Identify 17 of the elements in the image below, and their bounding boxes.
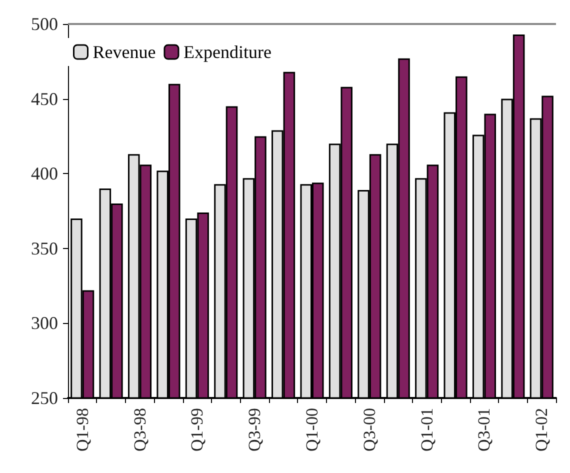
y-tick-label: 450 <box>31 88 58 109</box>
x-tick-label: Q3-00 <box>360 408 379 452</box>
y-tick-label: 250 <box>31 388 58 408</box>
legend-label: Expenditure <box>183 42 272 62</box>
x-tick-label: Q1-98 <box>72 408 92 452</box>
y-tick-label: 500 <box>31 14 58 34</box>
x-tick-label: Q1-02 <box>532 408 552 452</box>
legend-label: Revenue <box>92 42 156 62</box>
x-tick-label: Q3-01 <box>474 408 494 452</box>
y-tick-label: 400 <box>31 164 58 184</box>
x-tick-label: Q1-01 <box>417 408 436 452</box>
x-tick-label: Q1-99 <box>188 408 207 452</box>
y-tick-label: 300 <box>31 313 58 334</box>
y-tick-label: 350 <box>31 238 58 258</box>
x-tick-label: Q3-98 <box>130 408 150 452</box>
x-tick-label: Q3-99 <box>245 408 264 452</box>
x-tick-label: Q1-00 <box>302 408 322 452</box>
